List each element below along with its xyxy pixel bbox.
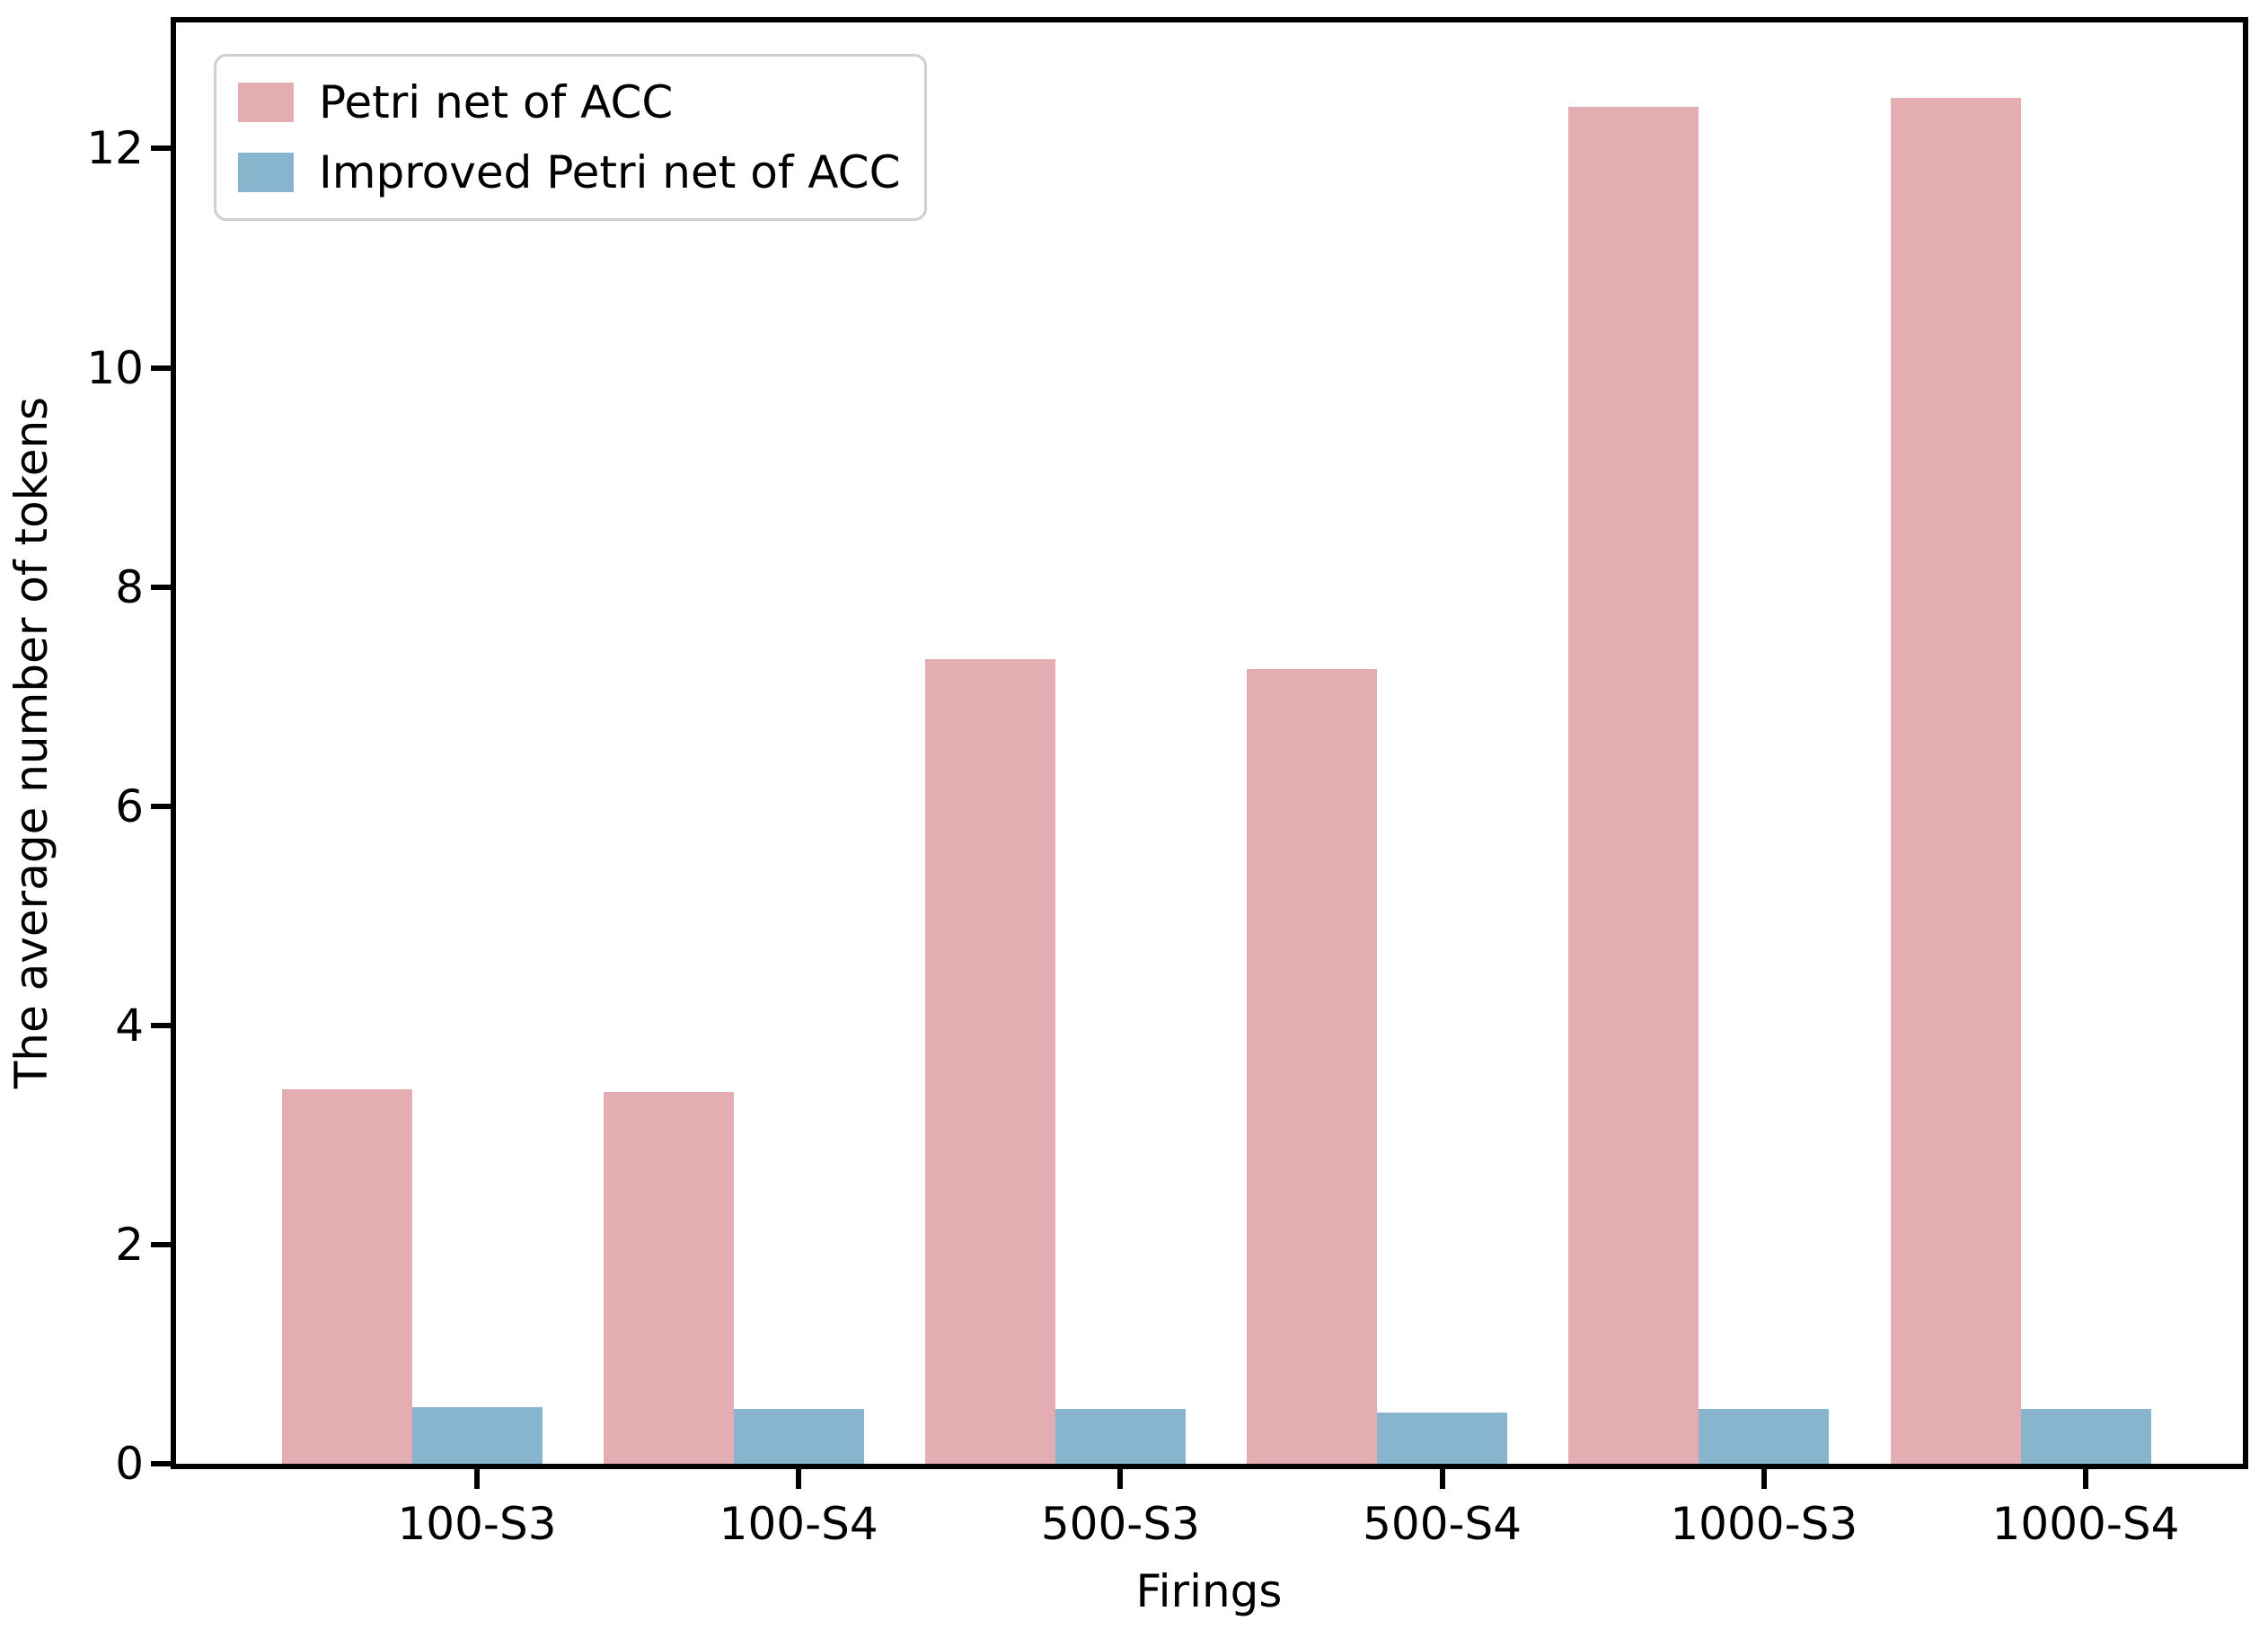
x-axis-title: Firings — [1135, 1565, 1283, 1617]
y-tick-0 — [151, 1461, 171, 1466]
y-tick-2 — [151, 1241, 171, 1247]
x-tick-500-S3 — [1117, 1469, 1124, 1489]
y-tick-12 — [151, 145, 171, 152]
x-tick-label-1000-S4: 1000-S4 — [1991, 1498, 2180, 1550]
x-tick-500-S4 — [1439, 1469, 1445, 1489]
y-tick-8 — [151, 584, 171, 590]
bar-improved-100-S4 — [733, 1409, 864, 1464]
y-tick-6 — [151, 803, 171, 809]
bar-improved-100-S3 — [411, 1406, 543, 1464]
y-tick-label-2: 2 — [115, 1218, 144, 1271]
bar-petri-1000-S3 — [1568, 107, 1699, 1464]
bar-improved-500-S4 — [1377, 1412, 1508, 1464]
bar-petri-500-S4 — [1247, 669, 1378, 1464]
legend-swatch-icon — [238, 153, 294, 192]
legend-label: Petri net of ACC — [319, 76, 674, 128]
y-tick-label-8: 8 — [115, 560, 144, 613]
bar-improved-1000-S3 — [1699, 1409, 1830, 1464]
x-tick-100-S4 — [796, 1469, 802, 1489]
y-tick-4 — [151, 1022, 171, 1028]
bar-petri-1000-S4 — [1890, 98, 2021, 1464]
legend: Petri net of ACC Improved Petri net of AC… — [214, 54, 927, 221]
x-tick-label-500-S4: 500-S4 — [1363, 1498, 1522, 1550]
x-tick-label-100-S4: 100-S4 — [719, 1498, 878, 1550]
x-tick-label-100-S3: 100-S3 — [397, 1498, 557, 1550]
x-tick-1000-S3 — [1761, 1469, 1767, 1489]
legend-swatch-icon — [238, 83, 294, 122]
legend-entry: Improved Petri net of ACC — [238, 145, 901, 200]
bar-improved-1000-S4 — [2020, 1409, 2151, 1464]
y-tick-10 — [151, 365, 171, 371]
y-tick-label-0: 0 — [115, 1438, 144, 1490]
x-tick-label-1000-S3: 1000-S3 — [1670, 1498, 1858, 1550]
plot-area: Petri net of ACC Improved Petri net of AC… — [171, 17, 2248, 1469]
bar-petri-100-S3 — [281, 1088, 412, 1464]
x-tick-label-500-S3: 500-S3 — [1040, 1498, 1200, 1550]
y-tick-label-6: 6 — [115, 779, 144, 832]
legend-label: Improved Petri net of ACC — [319, 146, 901, 198]
x-tick-1000-S4 — [2083, 1469, 2088, 1489]
legend-entry: Petri net of ACC — [238, 75, 901, 130]
y-tick-label-10: 10 — [86, 341, 144, 394]
y-tick-label-4: 4 — [115, 999, 144, 1052]
x-tick-100-S3 — [474, 1469, 480, 1489]
bar-improved-500-S3 — [1055, 1409, 1186, 1464]
y-tick-label-12: 12 — [86, 122, 144, 175]
bar-petri-500-S3 — [924, 659, 1055, 1464]
y-axis-title: The average number of tokens — [5, 396, 57, 1089]
bar-petri-100-S4 — [603, 1092, 734, 1464]
